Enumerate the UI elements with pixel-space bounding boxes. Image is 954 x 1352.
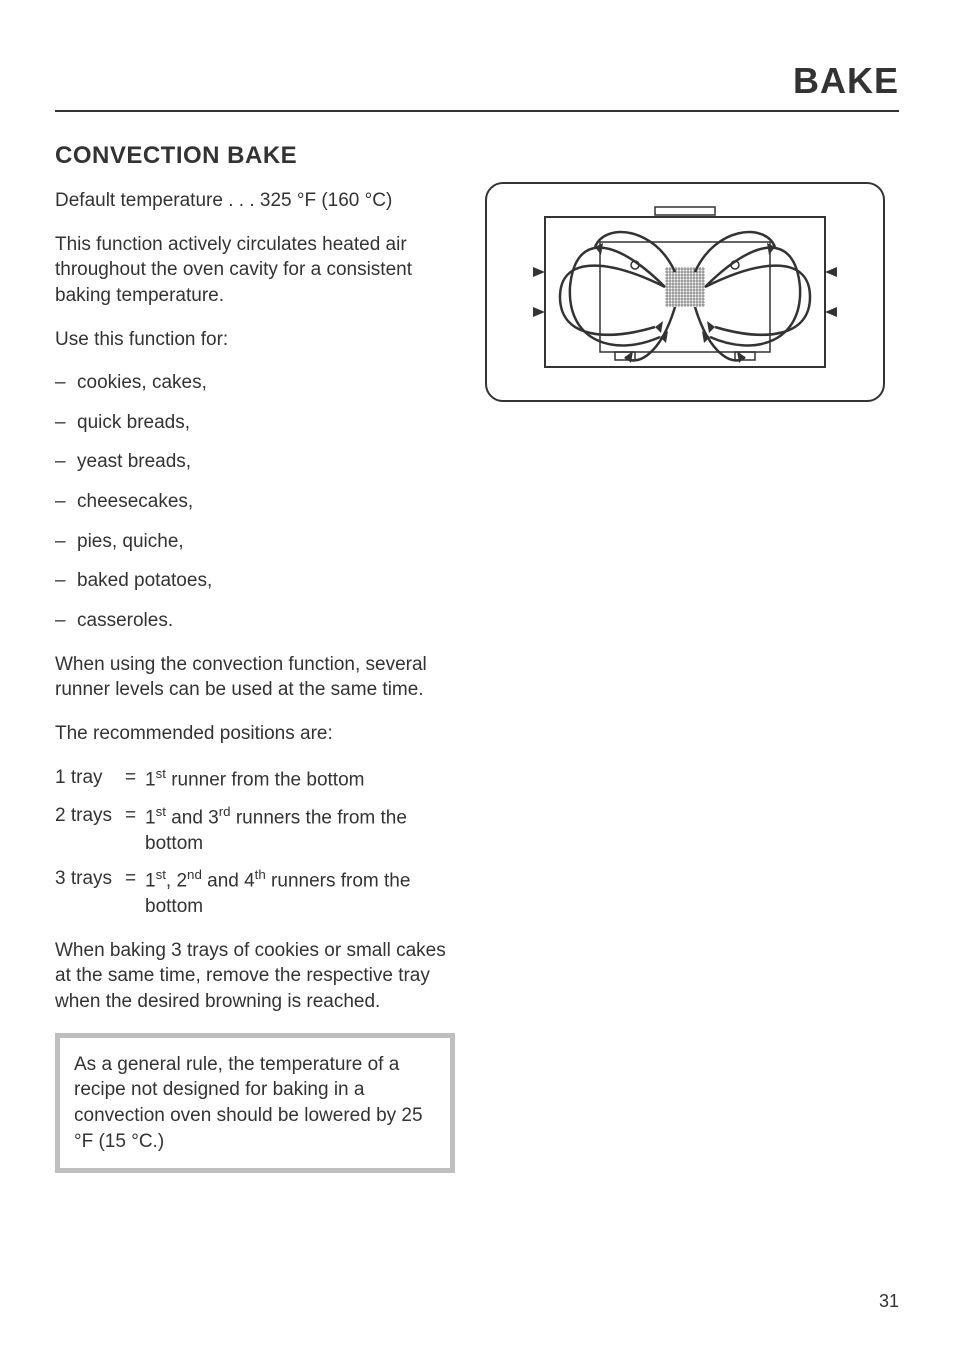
right-column (485, 142, 899, 1173)
note-box: As a general rule, the temperature of a … (55, 1033, 455, 1174)
tray-desc: 1st runner from the bottom (145, 765, 455, 793)
tray-label: 2 trays (55, 803, 125, 857)
tray-row: 3 trays = 1st, 2nd and 4th runners from … (55, 866, 455, 920)
intro-paragraph: This function actively circulates heated… (55, 232, 455, 309)
tray-desc: 1st and 3rd runners the from the bottom (145, 803, 455, 857)
cookies-paragraph: When baking 3 trays of cookies or small … (55, 938, 455, 1015)
list-item: cookies, cakes, (55, 370, 455, 396)
oven-svg (505, 197, 865, 387)
tray-eq: = (125, 803, 145, 857)
use-label: Use this function for: (55, 327, 455, 353)
list-item: baked potatoes, (55, 568, 455, 594)
tray-table: 1 tray = 1st runner from the bottom 2 tr… (55, 765, 455, 920)
tray-eq: = (125, 866, 145, 920)
tray-desc: 1st, 2nd and 4th runners from the bottom (145, 866, 455, 920)
tray-label: 1 tray (55, 765, 125, 793)
default-temp: Default temperature . . . 325 °F (160 °C… (55, 188, 455, 214)
content-area: CONVECTION BAKE Default temperature . . … (55, 142, 899, 1173)
convection-paragraph: When using the convection function, seve… (55, 652, 455, 703)
left-column: CONVECTION BAKE Default temperature . . … (55, 142, 455, 1173)
page-number: 31 (879, 1291, 899, 1312)
rec-label: The recommended positions are: (55, 721, 455, 747)
list-item: pies, quiche, (55, 529, 455, 555)
use-list: cookies, cakes, quick breads, yeast brea… (55, 370, 455, 633)
convection-diagram (485, 182, 885, 402)
list-item: yeast breads, (55, 449, 455, 475)
tray-eq: = (125, 765, 145, 793)
header-title: BAKE (55, 60, 899, 112)
list-item: casseroles. (55, 608, 455, 634)
section-title: CONVECTION BAKE (55, 142, 455, 170)
tray-row: 1 tray = 1st runner from the bottom (55, 765, 455, 793)
tray-label: 3 trays (55, 866, 125, 920)
list-item: cheesecakes, (55, 489, 455, 515)
list-item: quick breads, (55, 410, 455, 436)
tray-row: 2 trays = 1st and 3rd runners the from t… (55, 803, 455, 857)
